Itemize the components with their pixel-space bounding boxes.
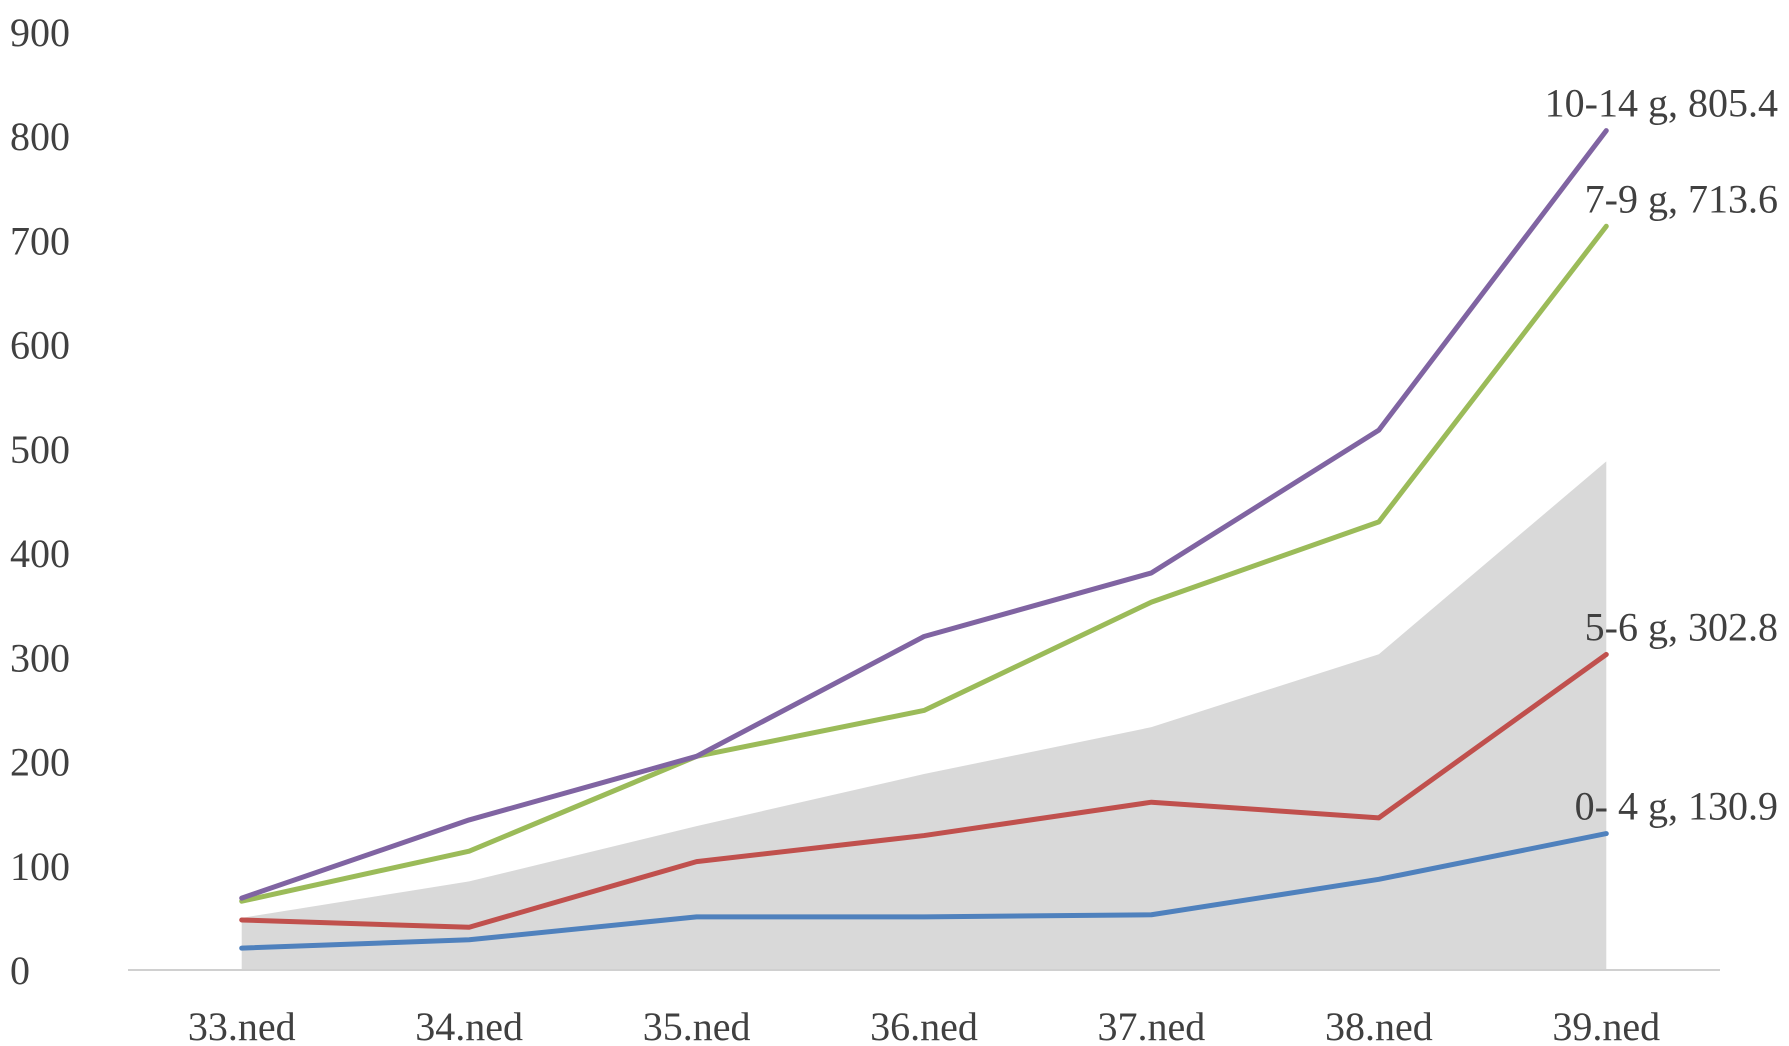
x-tick-label: 36.ned bbox=[870, 1004, 978, 1046]
series-line-4 bbox=[239, 128, 1609, 901]
x-tick-label: 35.ned bbox=[643, 1004, 751, 1046]
y-tick-label: 600 bbox=[10, 323, 70, 368]
x-axis-tick-labels: 33.ned 34.ned 35.ned 36.ned 37.ned 38.ned 39.n… bbox=[188, 1004, 1660, 1046]
y-tick-label: 100 bbox=[10, 844, 70, 889]
y-tick-label: 400 bbox=[10, 531, 70, 576]
y-tick-label: 800 bbox=[10, 114, 70, 159]
y-tick-label: 300 bbox=[10, 635, 70, 680]
background-area bbox=[241, 461, 1607, 970]
series-end-labels: 0- 4 g, 130.9 5-6 g, 302.8 7-9 g, 713.6 10-… bbox=[1545, 81, 1778, 829]
series-line-3 bbox=[239, 223, 1609, 904]
series-end-label-1: 0- 4 g, 130.9 bbox=[1575, 784, 1778, 829]
y-tick-label: 0 bbox=[10, 948, 30, 993]
series-end-label-2: 5-6 g, 302.8 bbox=[1585, 604, 1778, 649]
x-tick-label: 38.ned bbox=[1325, 1004, 1433, 1046]
series-line-1 bbox=[239, 831, 1609, 951]
series-end-label-3: 7-9 g, 713.6 bbox=[1585, 176, 1778, 221]
y-tick-label: 200 bbox=[10, 740, 70, 785]
x-tick-label: 33.ned bbox=[188, 1004, 296, 1046]
y-tick-label: 700 bbox=[10, 218, 70, 263]
x-tick-label: 37.ned bbox=[1098, 1004, 1206, 1046]
series-lines bbox=[239, 128, 1609, 951]
x-tick-label: 34.ned bbox=[415, 1004, 523, 1046]
series-line-2 bbox=[239, 651, 1609, 930]
series-end-label-4: 10-14 g, 805.4 bbox=[1545, 81, 1778, 126]
y-axis-tick-labels: 0 100 200 300 400 500 600 700 800 900 bbox=[10, 10, 70, 993]
y-tick-label: 500 bbox=[10, 427, 70, 472]
background-area-layer bbox=[241, 461, 1607, 970]
x-tick-label: 39.ned bbox=[1552, 1004, 1660, 1046]
y-tick-label: 900 bbox=[10, 10, 70, 55]
